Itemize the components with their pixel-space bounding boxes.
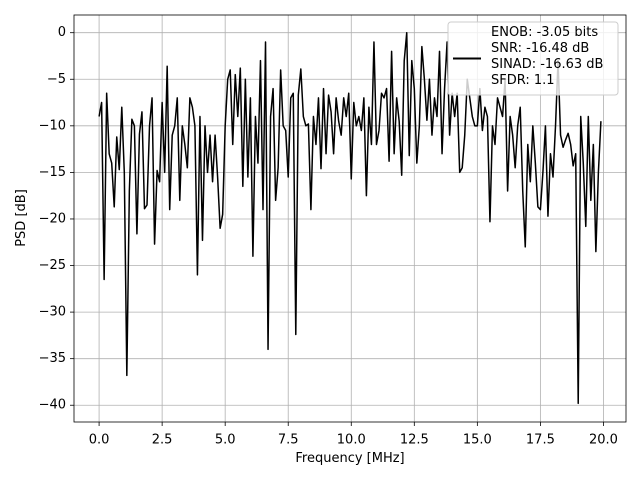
- x-tick-label: 15.0: [463, 433, 492, 448]
- y-tick-label: −25: [39, 258, 66, 273]
- x-tick-label: 7.5: [278, 433, 299, 448]
- x-tick-label: 2.5: [152, 433, 173, 448]
- data-line: [98, 31, 602, 405]
- x-tick-label: 10.0: [337, 433, 366, 448]
- legend-label: ENOB: -3.05 bits SNR: -16.48 dB SINAD: -…: [491, 25, 604, 88]
- y-tick-label: −15: [39, 165, 66, 180]
- x-tick-label: 17.5: [526, 433, 555, 448]
- y-axis-label: PSD [dB]: [14, 189, 29, 247]
- x-axis-label: Frequency [MHz]: [295, 451, 404, 466]
- x-tick-label: 5.0: [215, 433, 236, 448]
- x-tick-label: 0.0: [89, 433, 110, 448]
- y-tick-label: 0: [58, 25, 66, 40]
- legend-entry: ENOB: -3.05 bits SNR: -16.48 dB SINAD: -…: [491, 25, 604, 88]
- axes-frame: [73, 14, 627, 423]
- y-tick-label: −40: [39, 398, 66, 413]
- y-tick-label: −35: [39, 351, 66, 366]
- legend-box: [447, 21, 619, 96]
- y-tick-label: −10: [39, 118, 66, 133]
- y-tick-label: −30: [39, 305, 66, 320]
- x-tick-label: 20.0: [589, 433, 618, 448]
- y-tick-label: −20: [39, 211, 66, 226]
- x-tick-label: 12.5: [400, 433, 429, 448]
- y-tick-label: −5: [47, 72, 66, 87]
